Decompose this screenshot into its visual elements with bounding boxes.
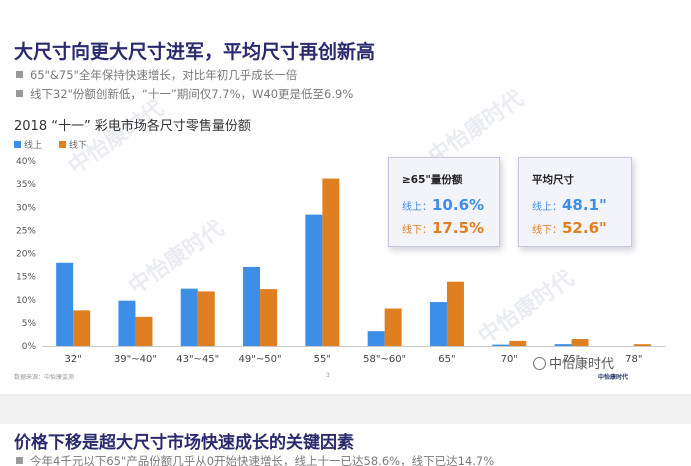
x-tick-label: 55" [314,354,331,365]
legend-swatch-offline [58,141,66,148]
y-tick-label: 0% [22,342,37,352]
bullet-square-icon [16,71,23,78]
box-row-online: 线上：10.6% [402,195,484,214]
x-tick-label: 49"~50" [239,354,282,365]
bar-offline [135,316,153,346]
bar-online [429,302,447,346]
box-heading: ≥65"量份额 [402,174,463,186]
legend-label: 线下 [68,141,87,151]
y-tick-label: 5% [22,319,37,329]
bullet-square-icon [16,457,23,464]
y-tick-label: 25% [16,226,36,236]
chart-title: 2018 “十一” 彩电市场各尺寸零售量份额 [14,119,251,134]
bullet-square-icon [16,90,23,97]
slide-separator [0,394,691,424]
online-label: 线上： [532,202,562,213]
brand-logo: 中怡康时代 [598,374,629,381]
bar-offline [260,289,278,346]
online-label: 线上： [402,202,432,213]
legend-swatch-online [14,141,21,148]
bullet-item: 线下32"份额创新低，“十一”期间仅7.7%，W40更是低至6.9% [16,86,353,102]
offline-label: 线下： [532,225,562,236]
online-value: 10.6% [432,196,485,214]
x-tick-label: 78" [625,354,642,365]
wechat-watermark-logo: 中怡康时代 [533,353,614,372]
wechat-icon [533,357,546,370]
bar-online [180,288,198,346]
bar-online [118,300,136,346]
bullet-text: 今年4千元以下65"产品份额几乎从0开始快速增长，线上十一已达58.6%，线下已… [30,454,495,466]
bullet-text: 线下32"份额创新低，“十一”期间仅7.7%，W40更是低至6.9% [30,87,354,101]
x-tick-label: 32" [64,354,81,365]
bar-online [492,344,510,346]
x-tick-label: 43"~45" [176,354,219,365]
bar-online [243,266,261,346]
bar-offline [571,339,589,346]
x-tick-label: 75" [563,354,580,365]
bar-offline [633,344,651,346]
bar-offline [73,310,91,346]
legend-label: 线上 [24,141,43,151]
bullet-item: 65"&75"全年保持快速增长，对比年初几乎成长一倍 [16,67,297,83]
x-tick-label: 39"~40" [114,354,157,365]
bar-offline [197,291,215,346]
y-tick-label: 40% [16,157,36,167]
logo-text: 中怡康时代 [549,357,615,372]
next-slide-title: 价格下移是超大尺寸市场快速成长的关键因素 [14,433,354,453]
bar-online [56,262,74,346]
online-value: 48.1" [562,196,607,214]
box-row-offline: 线下：17.5% [402,218,484,237]
box-row-online: 线上：48.1" [532,195,607,214]
y-tick-label: 15% [16,273,36,283]
offline-label: 线下： [402,225,432,236]
next-slide-bullet: 今年4千元以下65"产品份额几乎从0开始快速增长，线上十一已达58.6%，线下已… [16,453,494,466]
y-tick-label: 20% [16,250,36,260]
y-tick-label: 10% [16,296,36,306]
bar-chart: 0% 5% 10% 15% 20% 25% 30% 35% 40% 32" 39"~40" 43"~4… [16,157,665,365]
chart-legend: 线上 线下 [14,138,101,151]
bar-offline [322,178,340,346]
bullet-text: 65"&75"全年保持快速增长，对比年初几乎成长一倍 [30,68,298,82]
bar-online [367,331,385,346]
box-row-offline: 线下：52.6" [532,218,607,237]
y-tick-label: 35% [16,180,36,190]
data-source-note: 数据来源：中怡康监测 [14,374,75,381]
legend-item-online: 线上 [14,141,42,151]
box-heading: 平均尺寸 [532,174,574,186]
avg-size-summary-box: 平均尺寸 线上：48.1" 线下：52.6" [518,157,632,247]
bar-offline [446,281,464,346]
bar-offline [384,308,402,346]
legend-item-offline: 线下 [58,141,87,151]
offline-value: 17.5% [432,219,485,237]
bar-offline [509,340,527,346]
slide-title: 大尺寸向更大尺寸进军，平均尺寸再创新高 [14,41,376,63]
x-tick-label: 58"~60" [363,354,406,365]
y-tick-label: 30% [16,203,36,213]
share-summary-box: ≥65"量份额 线上：10.6% 线下：17.5% [388,157,500,247]
offline-value: 52.6" [562,219,607,237]
page-number: 3 [326,372,330,379]
bar-online [554,344,572,346]
x-tick-label: 70" [501,354,518,365]
x-tick-label: 65" [438,354,455,365]
bar-online [305,214,323,346]
